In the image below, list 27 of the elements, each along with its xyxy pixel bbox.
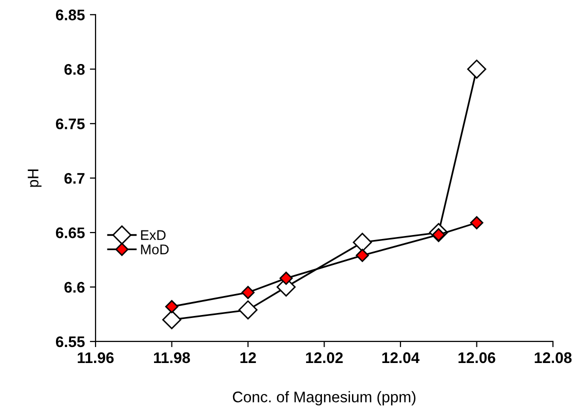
y-tick-label: 6.6 bbox=[64, 282, 85, 293]
point bbox=[280, 272, 293, 285]
point bbox=[467, 60, 486, 79]
point bbox=[356, 248, 369, 262]
point bbox=[470, 216, 484, 230]
legend-label: MoD bbox=[141, 244, 169, 254]
point bbox=[162, 310, 182, 330]
y-tick-label: 6.55 bbox=[56, 336, 85, 348]
point bbox=[352, 232, 372, 252]
y-tick-label: 6.65 bbox=[56, 227, 85, 238]
x-axis-title: Conc. of Magnesium (ppm) bbox=[232, 391, 416, 406]
x-tick-label: 11.98 bbox=[154, 352, 190, 364]
y-tick-label: 6.8 bbox=[64, 64, 85, 75]
y-tick-label: 6.7 bbox=[64, 172, 84, 184]
point bbox=[238, 300, 258, 320]
y-tick-label: 6.75 bbox=[56, 118, 85, 130]
x-tick-label: 12.04 bbox=[382, 352, 420, 364]
y-tick-label: 6.85 bbox=[56, 10, 85, 20]
point bbox=[165, 300, 178, 314]
x-tick-label: 12.02 bbox=[306, 352, 343, 364]
legend-label: ExD bbox=[141, 230, 166, 240]
x-tick-label: 12.06 bbox=[458, 352, 496, 364]
point bbox=[241, 286, 255, 300]
x-tick-label: 12 bbox=[240, 352, 256, 363]
x-tick-label: 11.96 bbox=[78, 352, 114, 364]
y-axis-title: pH bbox=[28, 170, 42, 187]
x-tick-label: 12.08 bbox=[534, 352, 572, 364]
